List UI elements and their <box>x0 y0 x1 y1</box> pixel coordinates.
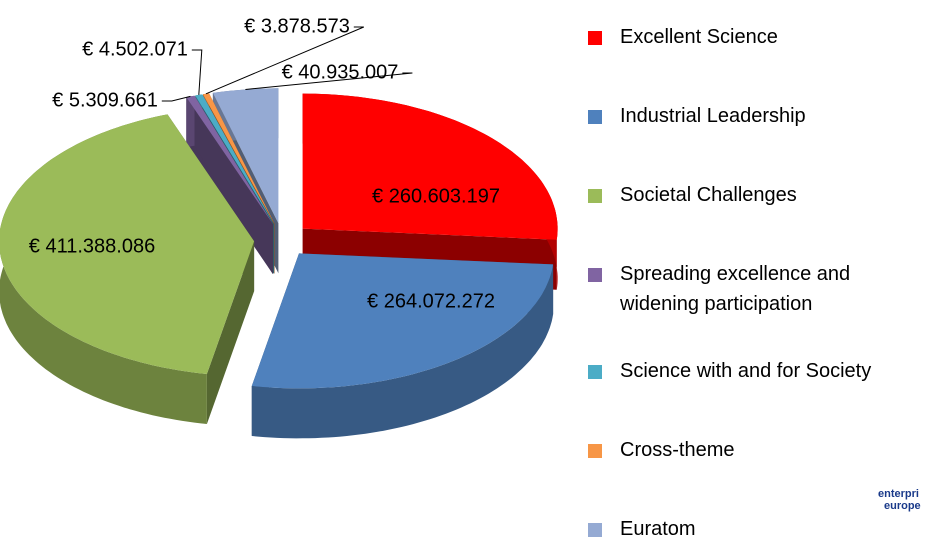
legend-swatch <box>588 268 602 282</box>
slice <box>195 94 274 224</box>
slice <box>186 95 273 225</box>
legend-swatch <box>588 444 602 458</box>
legend-swatch <box>588 31 602 45</box>
legend-swatch <box>588 523 602 537</box>
slice <box>0 114 255 374</box>
slice <box>212 88 279 224</box>
legend-item: Euratom <box>588 514 918 544</box>
data-label: € 3.878.573 <box>244 15 350 37</box>
legend-item: Industrial Leadership <box>588 101 918 131</box>
legend-item: Cross-theme <box>588 435 918 465</box>
slice <box>302 93 558 240</box>
data-label: € 5.309.661 <box>52 89 158 111</box>
leader-line <box>205 26 364 95</box>
leader-line <box>245 72 413 90</box>
legend-item: Excellent Science <box>588 22 918 52</box>
data-label: € 40.935.007 <box>282 61 399 83</box>
legend-swatch <box>588 110 602 124</box>
leader-line <box>191 49 203 95</box>
legend-label: Spreading excellence and widening partic… <box>620 263 851 315</box>
logo-text: enterpri <box>878 488 919 500</box>
data-label: € 264.072.272 <box>367 290 495 312</box>
data-label: € 411.388.086 <box>29 235 155 257</box>
slice <box>203 93 275 224</box>
legend-label: Excellent Science <box>620 26 778 48</box>
slice-side <box>251 264 554 439</box>
legend-label: Industrial Leadership <box>620 105 806 127</box>
slice <box>251 253 554 389</box>
slice-side <box>186 95 195 148</box>
legend-label: Cross-theme <box>620 439 735 461</box>
slice-wall <box>206 241 255 424</box>
chart: € 260.603.197 € 264.072.272 € 411.388.086 €… <box>0 15 558 439</box>
legend-item: Science with and for Society <box>588 356 918 386</box>
legend-item: Spreading excellence and widening partic… <box>588 259 918 319</box>
legend-item: Societal Challenges <box>588 180 918 210</box>
legend-label: Science with and for Society <box>620 360 872 382</box>
legend-label: Euratom <box>620 518 696 540</box>
data-label: € 4.502.071 <box>82 38 188 60</box>
legend-label: Societal Challenges <box>620 184 797 206</box>
leader-line <box>161 95 191 102</box>
logo: enterpri europe <box>878 488 921 512</box>
legend-swatch <box>588 189 602 203</box>
legend-swatch <box>588 365 602 379</box>
logo-text: europe <box>884 500 921 512</box>
slice-wall <box>194 95 273 275</box>
data-label: € 260.603.197 <box>372 185 500 207</box>
